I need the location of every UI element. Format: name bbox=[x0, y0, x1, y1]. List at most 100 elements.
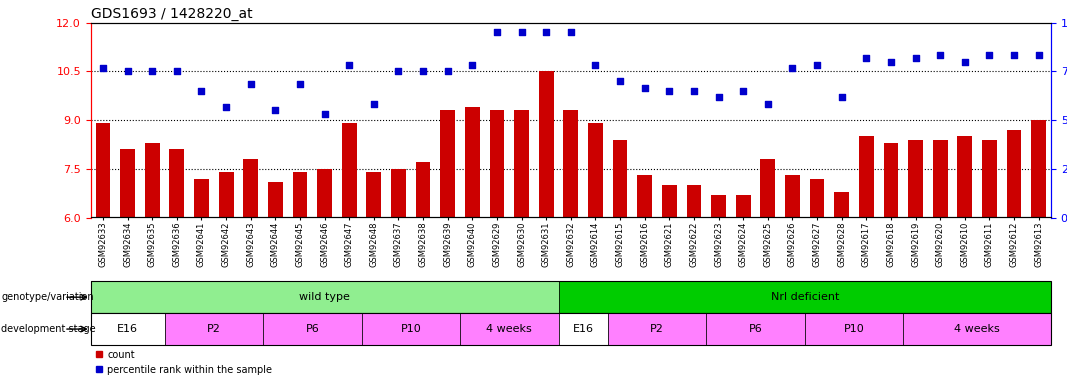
Point bbox=[611, 78, 628, 84]
Bar bbox=[712, 195, 726, 217]
Bar bbox=[662, 185, 676, 218]
Bar bbox=[859, 136, 874, 218]
Point bbox=[538, 29, 555, 35]
Point bbox=[389, 68, 407, 74]
Bar bbox=[317, 169, 332, 217]
Text: E16: E16 bbox=[573, 324, 593, 334]
Text: P10: P10 bbox=[400, 324, 421, 334]
Point bbox=[340, 62, 357, 68]
Text: wild type: wild type bbox=[299, 292, 350, 302]
Bar bbox=[637, 175, 652, 217]
Bar bbox=[706, 313, 805, 345]
Bar bbox=[219, 172, 234, 217]
Text: P6: P6 bbox=[305, 324, 319, 334]
Text: P2: P2 bbox=[207, 324, 221, 334]
Point bbox=[415, 68, 432, 74]
Point bbox=[440, 68, 457, 74]
Bar bbox=[164, 313, 264, 345]
Bar bbox=[908, 140, 923, 218]
Point bbox=[144, 68, 161, 74]
Point bbox=[956, 58, 973, 64]
Point bbox=[291, 81, 308, 87]
Bar bbox=[608, 313, 706, 345]
Legend: count, percentile rank within the sample: count, percentile rank within the sample bbox=[96, 350, 272, 375]
Point bbox=[685, 88, 702, 94]
Bar bbox=[366, 172, 381, 217]
Bar bbox=[736, 195, 750, 217]
Text: P10: P10 bbox=[844, 324, 864, 334]
Point bbox=[833, 94, 850, 100]
Bar bbox=[292, 172, 307, 217]
Text: P6: P6 bbox=[749, 324, 763, 334]
Bar bbox=[441, 110, 456, 218]
Bar bbox=[91, 281, 558, 313]
Bar bbox=[588, 123, 603, 218]
Point bbox=[489, 29, 506, 35]
Point bbox=[120, 68, 137, 74]
Text: genotype/variation: genotype/variation bbox=[1, 292, 94, 302]
Bar bbox=[1032, 120, 1046, 218]
Point bbox=[907, 55, 924, 61]
Bar bbox=[563, 110, 578, 218]
Point bbox=[242, 81, 259, 87]
Bar bbox=[145, 143, 160, 218]
Bar bbox=[91, 313, 164, 345]
Bar bbox=[558, 313, 608, 345]
Point bbox=[587, 62, 604, 68]
Bar bbox=[243, 159, 258, 218]
Point bbox=[316, 111, 333, 117]
Bar bbox=[785, 175, 800, 217]
Bar bbox=[904, 313, 1051, 345]
Point bbox=[981, 52, 998, 58]
Bar bbox=[194, 178, 209, 218]
Text: 4 weeks: 4 weeks bbox=[487, 324, 532, 334]
Point bbox=[193, 88, 210, 94]
Point bbox=[267, 107, 284, 113]
Text: 4 weeks: 4 weeks bbox=[954, 324, 1000, 334]
Point bbox=[218, 104, 235, 110]
Bar bbox=[883, 143, 898, 218]
Bar bbox=[392, 169, 405, 217]
Bar bbox=[982, 140, 997, 218]
Bar bbox=[362, 313, 460, 345]
Bar bbox=[686, 185, 701, 218]
Bar bbox=[268, 182, 283, 218]
Point bbox=[464, 62, 481, 68]
Bar bbox=[460, 313, 558, 345]
Bar bbox=[514, 110, 529, 218]
Point bbox=[809, 62, 826, 68]
Bar bbox=[490, 110, 505, 218]
Point bbox=[365, 101, 382, 107]
Point bbox=[858, 55, 875, 61]
Point bbox=[562, 29, 579, 35]
Text: P2: P2 bbox=[650, 324, 664, 334]
Bar bbox=[957, 136, 972, 218]
Bar bbox=[465, 107, 480, 218]
Bar bbox=[121, 149, 136, 217]
Bar bbox=[761, 159, 776, 218]
Point bbox=[636, 84, 653, 90]
Point bbox=[931, 52, 949, 58]
Text: GDS1693 / 1428220_at: GDS1693 / 1428220_at bbox=[91, 8, 252, 21]
Bar bbox=[341, 123, 356, 218]
Bar bbox=[416, 162, 430, 218]
Point bbox=[660, 88, 678, 94]
Point bbox=[95, 65, 112, 71]
Bar bbox=[558, 281, 1051, 313]
Bar bbox=[805, 313, 904, 345]
Bar bbox=[1006, 130, 1021, 218]
Point bbox=[735, 88, 752, 94]
Bar bbox=[264, 313, 362, 345]
Text: E16: E16 bbox=[117, 324, 138, 334]
Bar bbox=[539, 71, 554, 217]
Point bbox=[1030, 52, 1047, 58]
Point bbox=[784, 65, 801, 71]
Bar bbox=[170, 149, 185, 217]
Point bbox=[169, 68, 186, 74]
Point bbox=[1005, 52, 1022, 58]
Bar bbox=[834, 192, 849, 217]
Bar bbox=[612, 140, 627, 218]
Point bbox=[513, 29, 530, 35]
Bar bbox=[810, 178, 825, 218]
Point bbox=[882, 58, 899, 64]
